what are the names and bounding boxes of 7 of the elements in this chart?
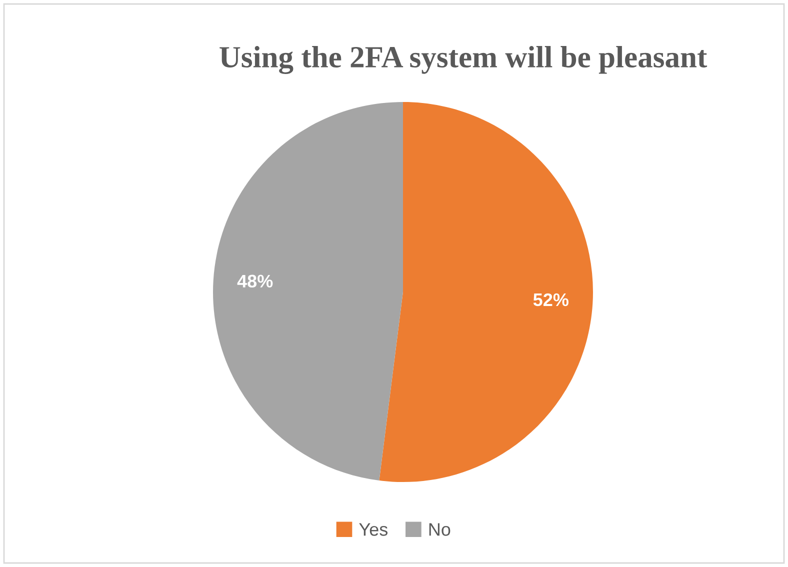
data-label: 48%: [237, 274, 273, 288]
chart-title: Using the 2FA system will be pleasant: [220, 46, 708, 74]
data-label: 52%: [533, 293, 568, 306]
legend-label: No: [429, 523, 450, 536]
pie-slice: [379, 102, 593, 482]
pie-slice: [213, 102, 403, 480]
legend-label: Yes: [359, 523, 388, 536]
